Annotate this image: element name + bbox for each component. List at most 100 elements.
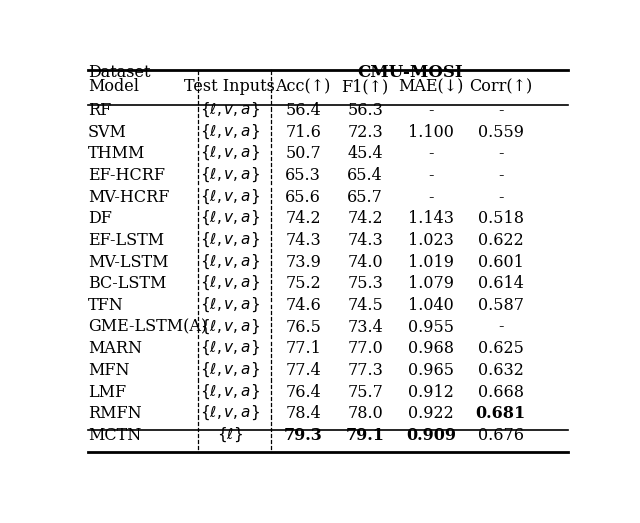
Text: 79.1: 79.1 [346, 427, 385, 444]
Text: 65.4: 65.4 [348, 167, 383, 184]
Text: $\{\ell, v, a\}$: $\{\ell, v, a\}$ [200, 274, 259, 292]
Text: MV-HCRF: MV-HCRF [88, 189, 169, 206]
Text: EF-LSTM: EF-LSTM [88, 232, 164, 249]
Text: $\{\ell, v, a\}$: $\{\ell, v, a\}$ [200, 317, 259, 336]
Text: $\{\ell, v, a\}$: $\{\ell, v, a\}$ [200, 252, 259, 270]
Text: 65.3: 65.3 [285, 167, 321, 184]
Text: 74.6: 74.6 [285, 297, 321, 314]
Text: 74.0: 74.0 [348, 254, 383, 270]
Text: $\{\ell, v, a\}$: $\{\ell, v, a\}$ [200, 187, 259, 206]
Text: -: - [428, 189, 434, 206]
Text: 73.9: 73.9 [285, 254, 321, 270]
Text: MAE(↓): MAE(↓) [398, 78, 464, 95]
Text: 0.965: 0.965 [408, 362, 454, 379]
Text: 75.7: 75.7 [348, 383, 383, 401]
Text: $\{\ell, v, a\}$: $\{\ell, v, a\}$ [200, 209, 259, 228]
Text: $\{\ell, v, a\}$: $\{\ell, v, a\}$ [200, 404, 259, 422]
Text: 1.023: 1.023 [408, 232, 454, 249]
Text: 0.601: 0.601 [478, 254, 524, 270]
Text: 71.6: 71.6 [285, 123, 321, 141]
Text: MARN: MARN [88, 340, 141, 357]
Text: 1.100: 1.100 [408, 123, 454, 141]
Text: 74.3: 74.3 [285, 232, 321, 249]
Text: $\{\ell, v, a\}$: $\{\ell, v, a\}$ [200, 166, 259, 184]
Text: EF-HCRF: EF-HCRF [88, 167, 164, 184]
Text: 56.3: 56.3 [348, 102, 383, 119]
Text: -: - [428, 167, 434, 184]
Text: 77.4: 77.4 [285, 362, 321, 379]
Text: 0.632: 0.632 [478, 362, 524, 379]
Text: 79.3: 79.3 [284, 427, 323, 444]
Text: 74.5: 74.5 [348, 297, 383, 314]
Text: 77.0: 77.0 [348, 340, 383, 357]
Text: 0.681: 0.681 [476, 405, 526, 422]
Text: $\{\ell, v, a\}$: $\{\ell, v, a\}$ [200, 339, 259, 357]
Text: $\{\ell, v, a\}$: $\{\ell, v, a\}$ [200, 360, 259, 379]
Text: 0.614: 0.614 [478, 275, 524, 292]
Text: 1.040: 1.040 [408, 297, 454, 314]
Text: 0.968: 0.968 [408, 340, 454, 357]
Text: Model: Model [88, 78, 139, 95]
Text: 0.676: 0.676 [478, 427, 524, 444]
Text: GME-LSTM(A): GME-LSTM(A) [88, 319, 207, 336]
Text: $\{\ell\}$: $\{\ell\}$ [217, 425, 243, 444]
Text: 0.559: 0.559 [478, 123, 524, 141]
Text: LMF: LMF [88, 383, 126, 401]
Text: 76.4: 76.4 [285, 383, 321, 401]
Text: SVM: SVM [88, 123, 127, 141]
Text: Test Inputs: Test Inputs [184, 78, 275, 95]
Text: $\{\ell, v, a\}$: $\{\ell, v, a\}$ [200, 382, 259, 401]
Text: TFN: TFN [88, 297, 124, 314]
Text: MFN: MFN [88, 362, 129, 379]
Text: 0.955: 0.955 [408, 319, 454, 336]
Text: 78.0: 78.0 [348, 405, 383, 422]
Text: 78.4: 78.4 [285, 405, 321, 422]
Text: 0.909: 0.909 [406, 427, 456, 444]
Text: 0.518: 0.518 [478, 210, 524, 228]
Text: CMU-MOSI: CMU-MOSI [357, 64, 463, 81]
Text: 0.922: 0.922 [408, 405, 454, 422]
Text: 65.6: 65.6 [285, 189, 321, 206]
Text: 0.912: 0.912 [408, 383, 454, 401]
Text: Corr(↑): Corr(↑) [469, 78, 532, 95]
Text: 1.019: 1.019 [408, 254, 454, 270]
Text: $\{\ell, v, a\}$: $\{\ell, v, a\}$ [200, 231, 259, 249]
Text: -: - [498, 102, 504, 119]
Text: 0.625: 0.625 [478, 340, 524, 357]
Text: -: - [498, 319, 504, 336]
Text: -: - [498, 189, 504, 206]
Text: Dataset: Dataset [88, 64, 150, 81]
Text: 56.4: 56.4 [285, 102, 321, 119]
Text: 77.3: 77.3 [348, 362, 383, 379]
Text: 0.668: 0.668 [478, 383, 524, 401]
Text: 1.079: 1.079 [408, 275, 454, 292]
Text: MCTN: MCTN [88, 427, 141, 444]
Text: THMM: THMM [88, 145, 145, 162]
Text: $\{\ell, v, a\}$: $\{\ell, v, a\}$ [200, 122, 259, 141]
Text: DF: DF [88, 210, 111, 228]
Text: 0.587: 0.587 [478, 297, 524, 314]
Text: 50.7: 50.7 [285, 145, 321, 162]
Text: 75.3: 75.3 [348, 275, 383, 292]
Text: 77.1: 77.1 [285, 340, 321, 357]
Text: 73.4: 73.4 [348, 319, 383, 336]
Text: $\{\ell, v, a\}$: $\{\ell, v, a\}$ [200, 100, 259, 119]
Text: 45.4: 45.4 [348, 145, 383, 162]
Text: 0.622: 0.622 [478, 232, 524, 249]
Text: -: - [498, 145, 504, 162]
Text: 74.3: 74.3 [348, 232, 383, 249]
Text: RMFN: RMFN [88, 405, 141, 422]
Text: F1(↑): F1(↑) [342, 78, 389, 95]
Text: 76.5: 76.5 [285, 319, 321, 336]
Text: 1.143: 1.143 [408, 210, 454, 228]
Text: 65.7: 65.7 [348, 189, 383, 206]
Text: $\{\ell, v, a\}$: $\{\ell, v, a\}$ [200, 144, 259, 162]
Text: Acc(↑): Acc(↑) [275, 78, 331, 95]
Text: MV-LSTM: MV-LSTM [88, 254, 168, 270]
Text: 74.2: 74.2 [285, 210, 321, 228]
Text: $\{\ell, v, a\}$: $\{\ell, v, a\}$ [200, 295, 259, 314]
Text: -: - [498, 167, 504, 184]
Text: BC-LSTM: BC-LSTM [88, 275, 166, 292]
Text: 74.2: 74.2 [348, 210, 383, 228]
Text: 72.3: 72.3 [348, 123, 383, 141]
